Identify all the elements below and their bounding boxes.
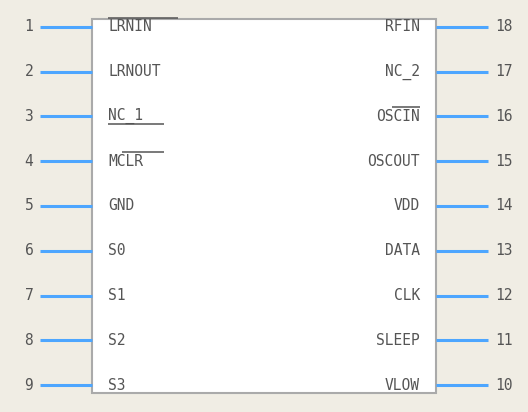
Text: 2: 2 [24, 64, 33, 79]
Text: 11: 11 [495, 333, 512, 348]
Text: S2: S2 [108, 333, 126, 348]
Bar [92, 19, 436, 393]
Text: 14: 14 [495, 199, 512, 213]
Text: SLEEP: SLEEP [376, 333, 420, 348]
Text: NC_1: NC_1 [108, 108, 143, 124]
Text: RFIN: RFIN [385, 19, 420, 34]
Text: 5: 5 [24, 199, 33, 213]
Text: 3: 3 [24, 109, 33, 124]
Text: VLOW: VLOW [385, 378, 420, 393]
Text: CLK: CLK [393, 288, 420, 303]
Text: 17: 17 [495, 64, 512, 79]
Text: 1: 1 [24, 19, 33, 34]
Text: S3: S3 [108, 378, 126, 393]
Text: OSCIN: OSCIN [376, 109, 420, 124]
Text: 18: 18 [495, 19, 512, 34]
Text: LRNOUT: LRNOUT [108, 64, 161, 79]
Text: 16: 16 [495, 109, 512, 124]
Text: OSCOUT: OSCOUT [367, 154, 420, 169]
Text: 12: 12 [495, 288, 512, 303]
Text: 15: 15 [495, 154, 512, 169]
Text: 6: 6 [24, 243, 33, 258]
Text: 13: 13 [495, 243, 512, 258]
Text: NC_2: NC_2 [385, 63, 420, 80]
Text: S1: S1 [108, 288, 126, 303]
Text: VDD: VDD [393, 199, 420, 213]
Text: 7: 7 [24, 288, 33, 303]
Text: 8: 8 [24, 333, 33, 348]
Text: 10: 10 [495, 378, 512, 393]
Text: DATA: DATA [385, 243, 420, 258]
Text: 9: 9 [24, 378, 33, 393]
Text: 4: 4 [24, 154, 33, 169]
Text: S0: S0 [108, 243, 126, 258]
Text: GND: GND [108, 199, 135, 213]
Text: MCLR: MCLR [108, 154, 143, 169]
Text: LRNIN: LRNIN [108, 19, 152, 34]
